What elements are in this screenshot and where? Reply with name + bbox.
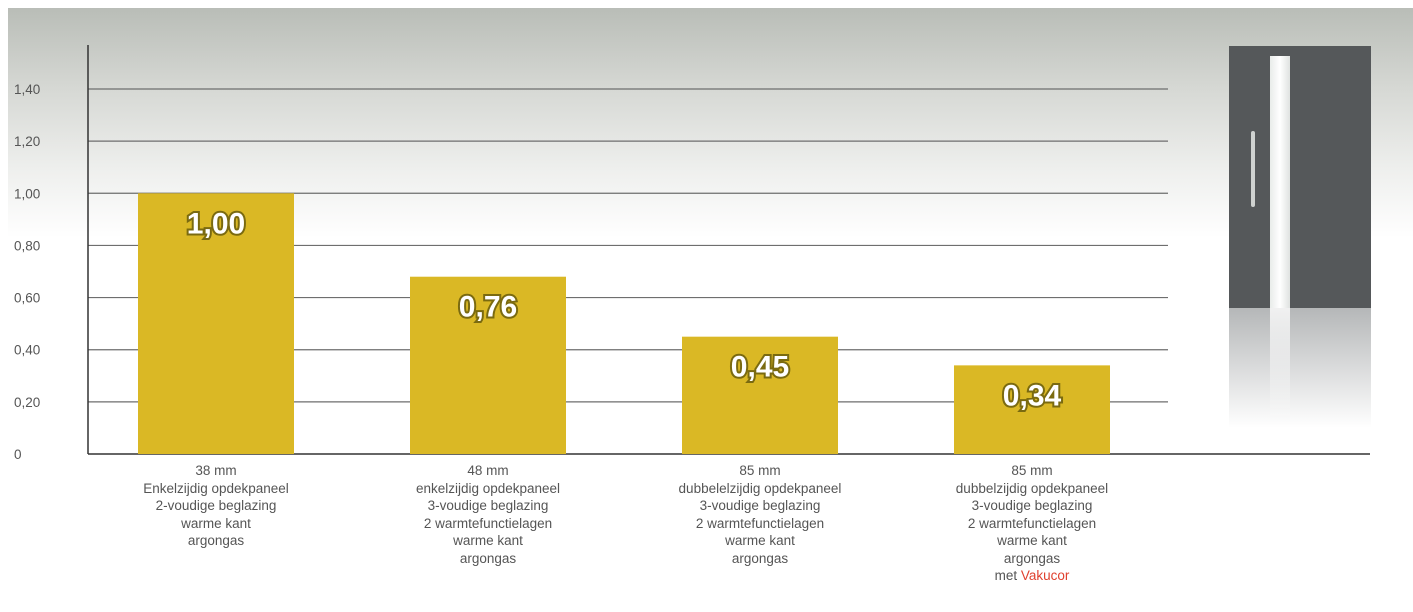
x-category-label-line: 2 warmtefunctielagen: [967, 515, 1097, 531]
x-category-label: 48 mm enkelzijdig opdekpaneel 3-voudige be…: [368, 462, 608, 567]
door-glass-panel: [1270, 56, 1290, 308]
door-reflection-glass: [1270, 308, 1290, 428]
front-door-icon: [1229, 46, 1371, 308]
x-category-label-line: warme kant: [453, 533, 523, 548]
bar-value-label-outline: 0,45: [731, 351, 789, 384]
x-category-label: 38 mm Enkelzijdig opdekpaneel 2-voudige be…: [96, 462, 336, 550]
x-category-label-line: warme kant: [997, 533, 1067, 548]
y-tick-label: 1,40: [14, 82, 40, 97]
x-category-label-line: 3-voudige beglazing: [971, 498, 1093, 513]
y-tick-label: 0,80: [14, 238, 40, 253]
bar: [954, 365, 1110, 454]
bar-value-label: 0,76: [459, 291, 517, 324]
product-highlight: Vakucor: [1020, 568, 1070, 583]
x-category-label-line: warme kant: [725, 533, 795, 548]
x-category-label-line: enkelzijdig opdekpaneel: [415, 480, 561, 496]
x-category-label-line: argongas: [187, 533, 245, 548]
bar: [410, 276, 566, 454]
x-category-label-line: 85 mm: [1011, 463, 1053, 478]
y-tick-label: 0,40: [14, 343, 40, 358]
bar-value-label-outline: 1,00: [187, 207, 245, 240]
x-category-label-line: 48 mm: [467, 463, 509, 478]
x-category-label-line: warme kant: [181, 515, 251, 531]
x-category-label-line: 3-voudige beglazing: [427, 498, 549, 513]
bar: [682, 336, 838, 454]
bar-value-label: 0,34: [1003, 379, 1062, 412]
x-category-label-line: 2-voudige beglazing: [155, 498, 277, 513]
x-category-label-line: Enkelzijdig opdekpaneel: [143, 480, 289, 496]
door-reflection: [1229, 308, 1371, 428]
y-tick-label: 0,60: [14, 291, 40, 306]
x-category-label-line: 2 warmtefunctielagen: [423, 515, 553, 531]
y-tick-label: 1,00: [14, 186, 40, 201]
y-tick-label: 0: [14, 447, 22, 462]
bar-value-label: 0,45: [731, 351, 789, 384]
x-category-label-line: 38 mm: [195, 463, 237, 478]
x-category-label-line: argongas: [1003, 550, 1061, 566]
bar-value-label: 1,00: [187, 207, 245, 240]
x-category-label-line: dubbelelzijdig opdekpaneel: [678, 480, 842, 496]
x-category-label-line: argongas: [459, 550, 517, 566]
y-tick-label: 1,20: [14, 134, 40, 149]
bar-value-label-outline: 0,34: [1003, 379, 1062, 412]
door-handle: [1251, 131, 1255, 207]
y-tick-label: 0,20: [14, 395, 40, 410]
x-category-label-line: met Vakucor: [994, 568, 1070, 583]
x-category-label-line: dubbelzijdig opdekpaneel: [955, 480, 1109, 496]
x-category-label-line: argongas: [731, 550, 789, 566]
bar-value-label-outline: 0,76: [459, 291, 517, 324]
x-category-label: 85 mm dubbelelzijdig opdekpaneel 3-voudige…: [640, 462, 880, 567]
x-category-label-line: 2 warmtefunctielagen: [695, 515, 825, 531]
x-category-label-line: 3-voudige beglazing: [699, 498, 821, 513]
bar: [138, 193, 294, 455]
x-category-label: 85 mm dubbelzijdig opdekpaneel 3-voudige b…: [912, 462, 1152, 585]
x-category-label-line: 85 mm: [739, 463, 781, 478]
